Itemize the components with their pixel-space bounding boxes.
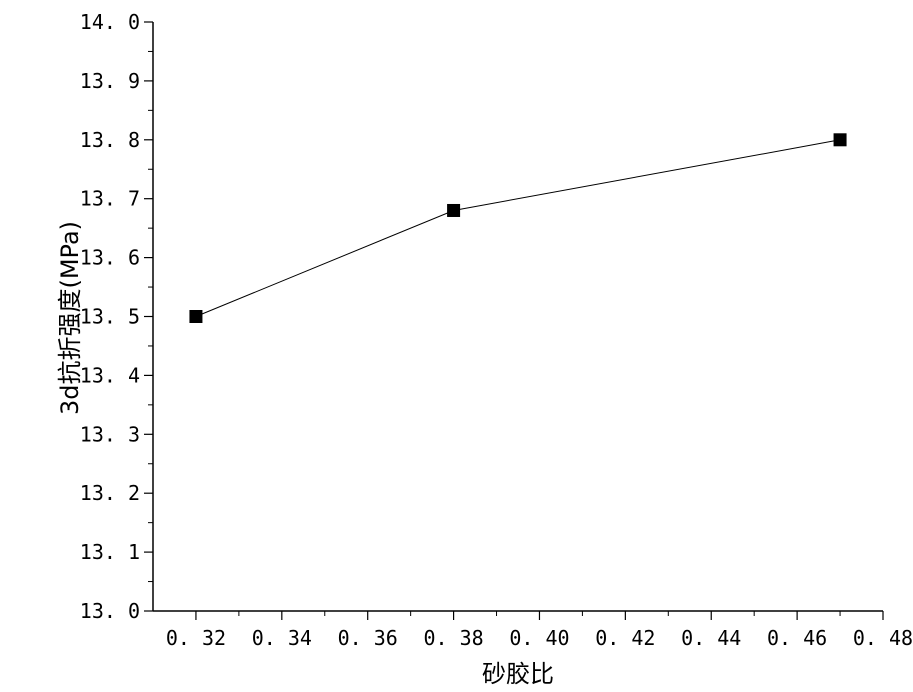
y-tick-label: 13. 6 xyxy=(80,246,140,270)
data-point xyxy=(833,133,847,147)
y-tick-label: 13. 0 xyxy=(80,599,140,623)
x-tick-label: 0. 42 xyxy=(595,626,655,650)
x-tick-label: 0. 46 xyxy=(767,626,827,650)
y-tick-label: 13. 8 xyxy=(80,128,140,152)
y-tick-label: 13. 3 xyxy=(80,422,140,446)
y-tick-label: 13. 9 xyxy=(80,69,140,93)
x-ticks: 0. 32 0. 34 0. 36 0. 38 0. 40 0. 42 0. 44 0. 46… xyxy=(166,611,913,650)
y-axis-title: 3d抗折强度(MPa) xyxy=(56,221,84,415)
x-tick-label: 0. 32 xyxy=(166,626,226,650)
x-tick-label: 0. 38 xyxy=(423,626,483,650)
x-tick-label: 0. 44 xyxy=(681,626,741,650)
y-tick-label: 13. 5 xyxy=(80,305,140,329)
y-tick-label: 13. 1 xyxy=(80,540,140,564)
x-tick-label: 0. 48 xyxy=(853,626,913,650)
x-axis-title: 砂胶比 xyxy=(482,660,554,688)
x-tick-label: 0. 36 xyxy=(338,626,398,650)
series xyxy=(189,133,847,323)
series-line xyxy=(195,139,841,317)
y-tick-label: 13. 4 xyxy=(80,363,140,387)
x-tick-label: 0. 40 xyxy=(509,626,569,650)
y-tick-label: 14. 0 xyxy=(80,10,140,34)
y-tick-label: 13. 7 xyxy=(80,187,140,211)
data-point xyxy=(189,310,203,323)
axes xyxy=(152,22,883,612)
x-tick-label: 0. 34 xyxy=(252,626,312,650)
y-ticks: 13. 0 13. 1 13. 2 13. 3 13. 4 13. 5 13. 6 13. 7… xyxy=(80,10,153,623)
data-point xyxy=(447,203,461,217)
y-tick-label: 13. 2 xyxy=(80,481,140,505)
